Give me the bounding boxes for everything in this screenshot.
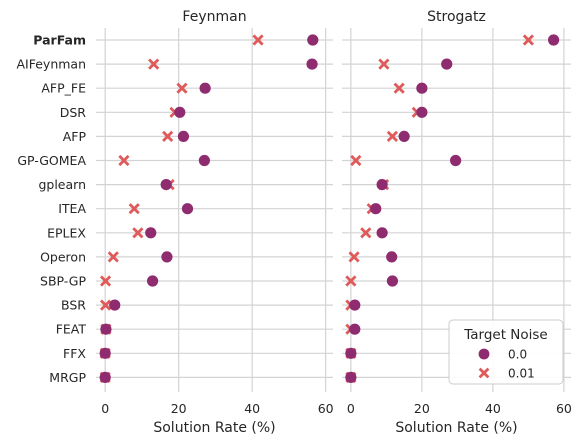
y-tick-label-bsr: BSR — [61, 298, 86, 313]
marker-circle-mrgp — [345, 371, 357, 383]
y-tick-label-feat: FEAT — [56, 322, 87, 337]
y-tick-label-mrgp: MRGP — [49, 370, 86, 385]
marker-x-eplex — [132, 227, 144, 239]
panel-strogatz: Strogatz 0 20 40 60 Solution Rate (%) — [342, 9, 572, 436]
marker-circle-aifeynman — [441, 58, 453, 70]
marker-x-bsr — [99, 299, 112, 311]
marker-circle-ffx — [345, 347, 357, 359]
marker-circle-operon — [161, 251, 173, 263]
marker-circle-afp — [177, 130, 190, 142]
x-tick-label: 0 — [101, 401, 109, 416]
marker-circle-dsr — [416, 106, 428, 118]
marker-circle-gplearn — [376, 179, 388, 191]
x-tick-label: 20 — [414, 401, 430, 416]
legend-box — [448, 319, 564, 385]
panel-feynman: Feynman 0 20 40 60 Solution Rate (%) — [96, 9, 334, 436]
marker-x-parfam — [522, 34, 534, 46]
marker-circle-itea — [181, 203, 194, 215]
marker-x-afp — [386, 130, 399, 142]
marker-circle-aifeynman — [306, 58, 318, 70]
marker-circle-parfam — [307, 34, 319, 46]
legend-label: 0.01 — [508, 367, 535, 381]
panel-title: Feynman — [182, 9, 246, 25]
panel-title: Strogatz — [427, 9, 486, 25]
y-tick-label-ffx: FFX — [63, 346, 86, 361]
y-tick-label-gp-gomea: GP-GOMEA — [17, 153, 86, 168]
y-tick-label-itea: ITEA — [58, 201, 86, 216]
y-tick-label-aifeynman: AIFeynman — [16, 57, 86, 72]
legend: Target Noise 0.0 0.01 — [448, 319, 564, 385]
y-tick-label-afp-fe: AFP_FE — [41, 81, 86, 96]
marker-circle-gp-gomea — [450, 154, 462, 167]
marker-circle-itea — [370, 203, 382, 215]
marker-x-sbp-gp — [345, 275, 357, 287]
marker-x-gp-gomea — [350, 154, 362, 167]
x-tick-label: 0 — [347, 401, 355, 416]
x-tick-label: 40 — [485, 401, 501, 416]
y-tick-label-gplearn: gplearn — [38, 177, 86, 192]
marker-x-itea — [128, 203, 140, 215]
marker-circle-gplearn — [160, 179, 172, 191]
marker-x-aifeynman — [378, 58, 390, 70]
marker-x-afp — [162, 130, 174, 142]
marker-circle-parfam — [548, 34, 560, 46]
category-labels: ParFam AIFeynman AFP_FE DSR AFP GP-GOMEA gplea… — [16, 33, 86, 385]
marker-circle-eplex — [376, 227, 388, 239]
marker-circle-feat — [100, 323, 112, 335]
marker-x-sbp-gp — [99, 275, 112, 287]
y-tick-label-afp: AFP — [63, 129, 87, 144]
marker-circle-gp-gomea — [198, 154, 210, 167]
y-tick-label-parfam: ParFam — [33, 33, 86, 48]
x-axis-label: Solution Rate (%) — [395, 420, 517, 436]
y-tick-label-operon: Operon — [40, 249, 86, 264]
marker-x-eplex — [360, 227, 372, 239]
legend-marker-circle — [478, 348, 490, 360]
marker-circle-operon — [386, 251, 398, 263]
x-tick-label: 60 — [318, 401, 334, 416]
marker-x-afp-fe — [393, 82, 405, 94]
x-axis-label: Solution Rate (%) — [153, 420, 275, 436]
x-tick-label: 60 — [556, 401, 572, 416]
marker-x-aifeynman — [148, 58, 160, 70]
marker-x-parfam — [252, 34, 264, 46]
marker-circle-bsr — [109, 299, 121, 311]
marker-circle-mrgp — [99, 371, 111, 383]
y-tick-label-eplex: EPLEX — [47, 225, 86, 240]
y-tick-label-sbp-gp: SBP-GP — [40, 274, 86, 289]
x-tick-label: 20 — [171, 401, 187, 416]
legend-title: Target Noise — [463, 327, 548, 343]
marker-circle-sbp-gp — [146, 275, 159, 287]
marker-circle-ffx — [99, 347, 111, 359]
y-tick-label-dsr: DSR — [60, 105, 87, 120]
legend-marker-x — [478, 367, 490, 379]
marker-circle-bsr — [349, 299, 361, 311]
x-tick-label: 40 — [244, 401, 260, 416]
marker-x-operon — [348, 251, 360, 263]
marker-circle-feat — [349, 323, 361, 335]
marker-x-afp-fe — [176, 82, 188, 94]
marker-circle-afp-fe — [199, 82, 211, 94]
marker-circle-afp-fe — [416, 82, 428, 94]
marker-x-gp-gomea — [118, 154, 130, 167]
marker-circle-dsr — [174, 106, 186, 118]
marker-circle-eplex — [145, 227, 157, 239]
marker-x-operon — [107, 251, 119, 263]
marker-circle-sbp-gp — [386, 275, 399, 287]
legend-label: 0.0 — [508, 348, 527, 362]
marker-circle-afp — [398, 130, 410, 142]
